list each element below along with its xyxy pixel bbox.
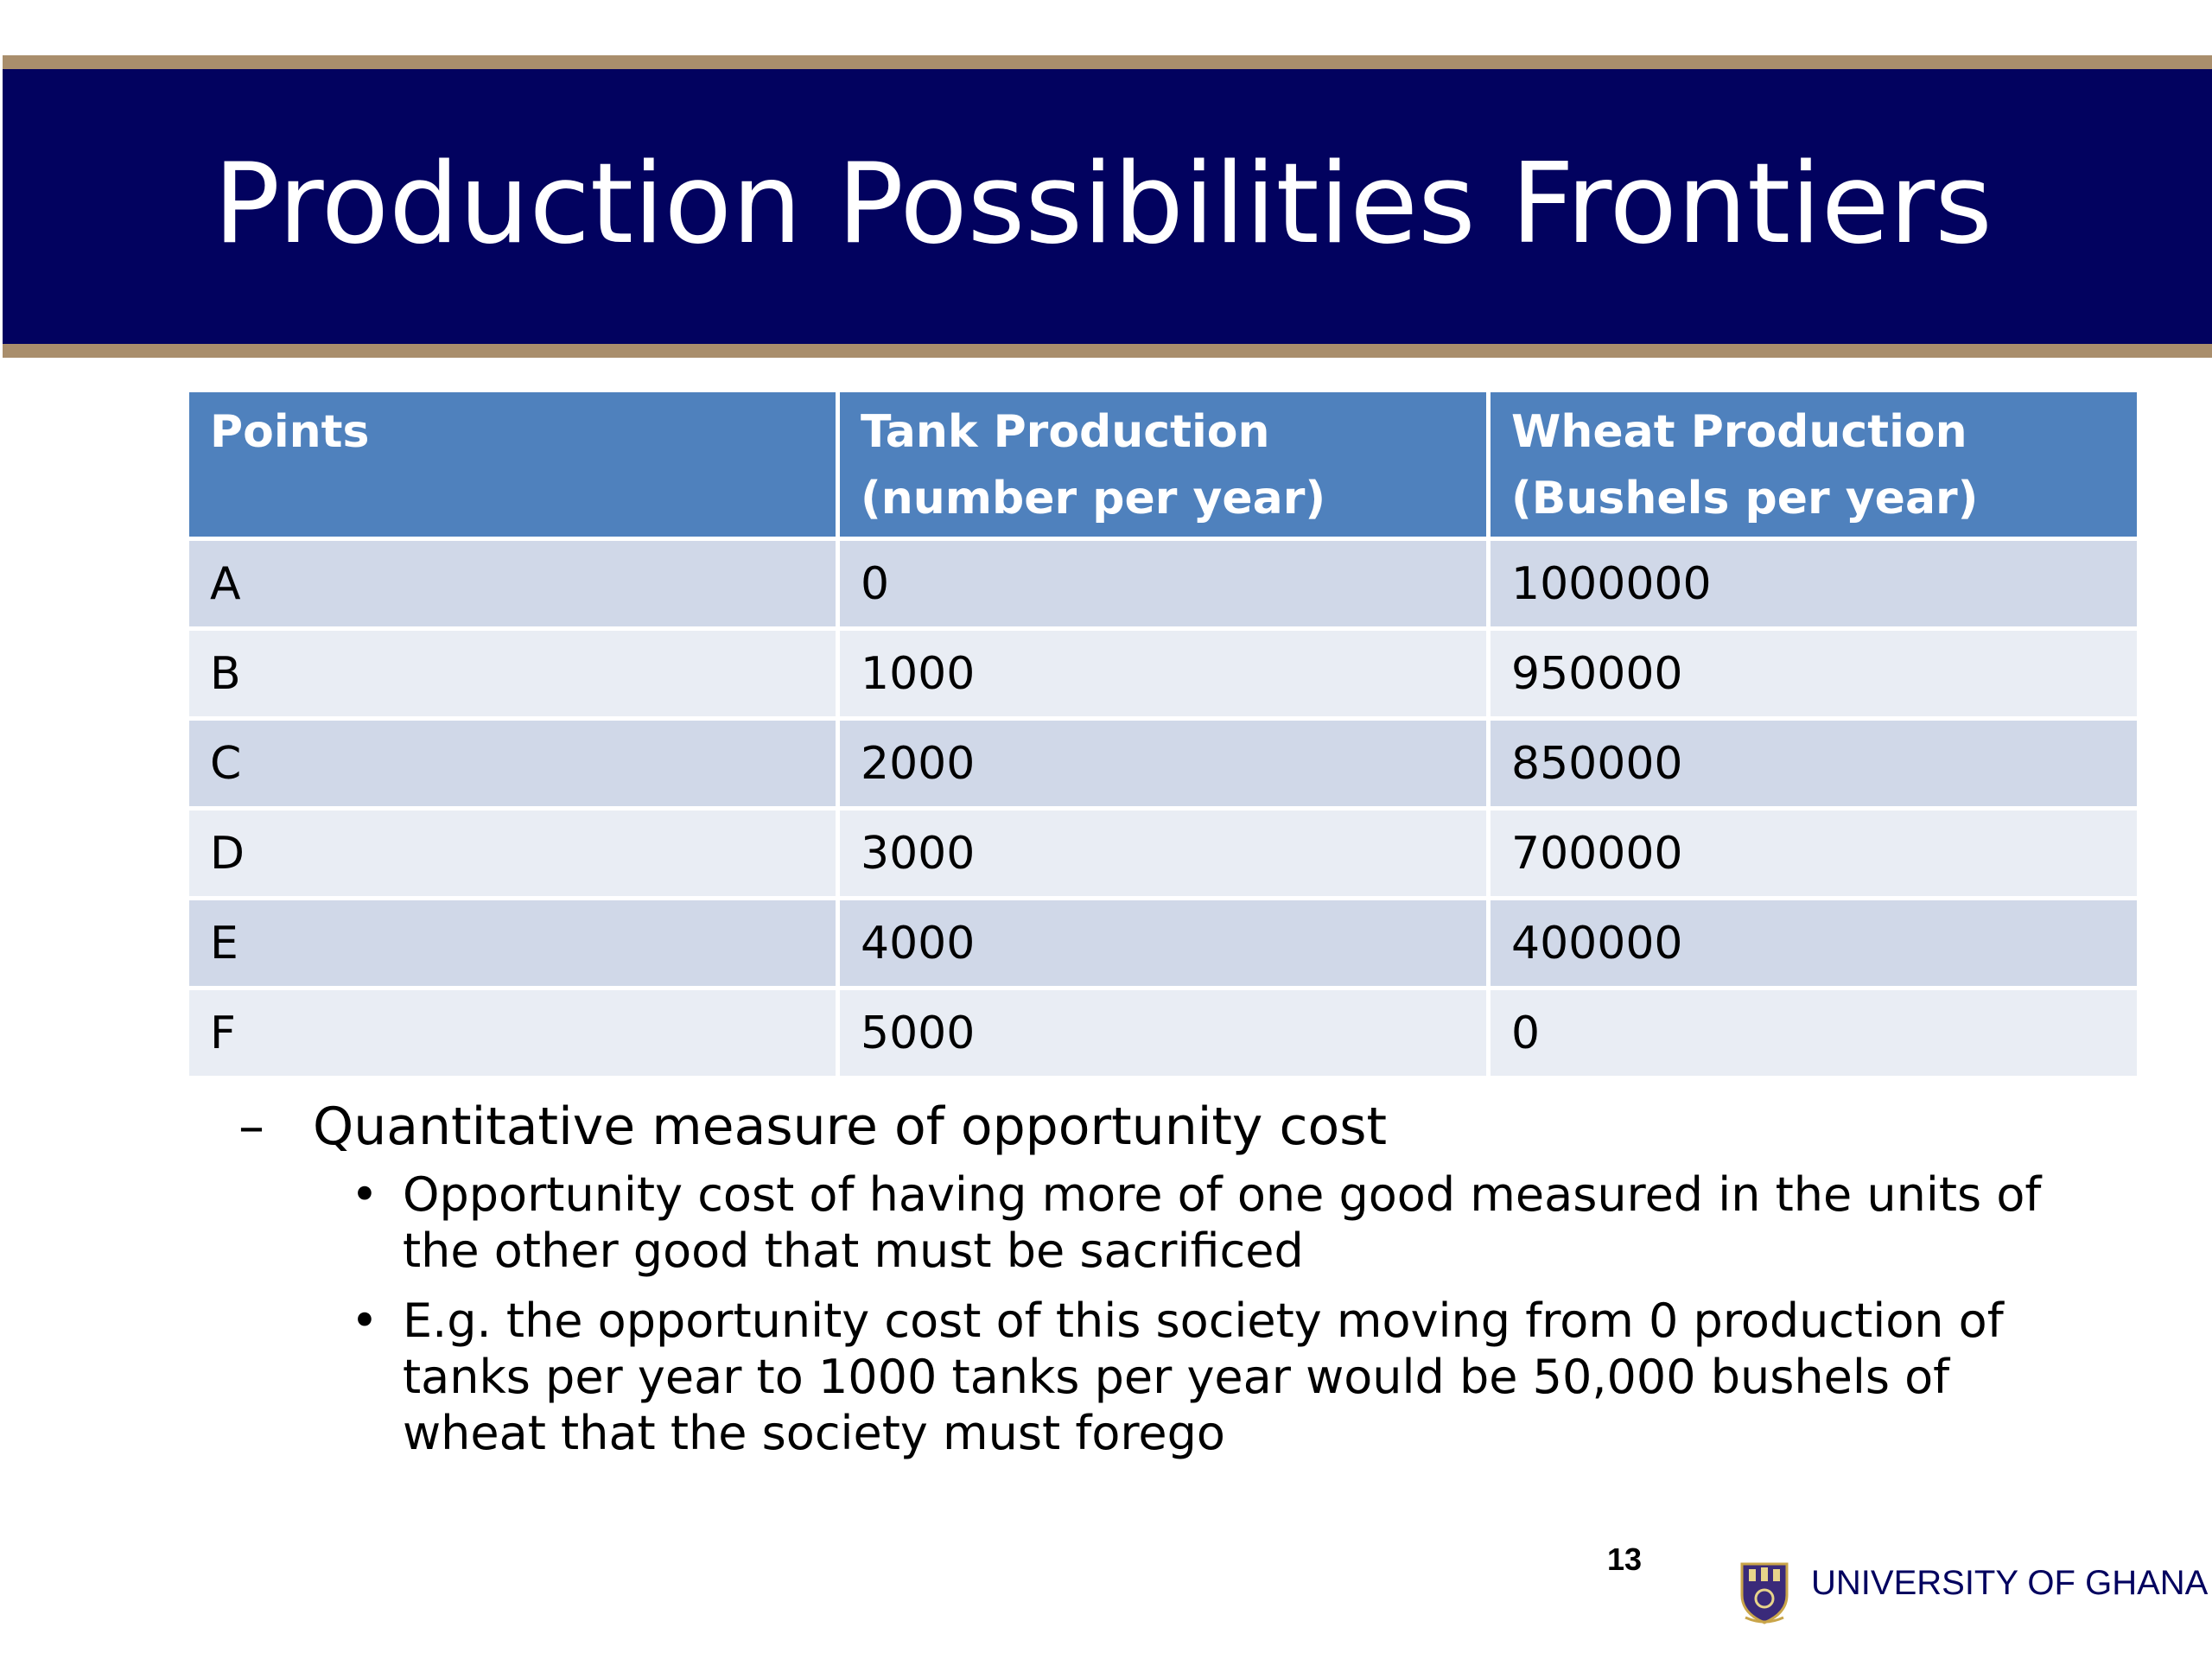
ppf-table-container: Points Tank Production (number per year)… [185, 388, 2141, 1080]
wheat-cell: 950000 [1486, 626, 2141, 721]
ppf-table: Points Tank Production (number per year)… [185, 388, 2141, 1080]
dash-marker: – [238, 1096, 264, 1157]
table-row: E 4000 400000 [185, 896, 2141, 990]
table-row: D 3000 700000 [185, 806, 2141, 900]
bullet-marker: • [351, 1167, 378, 1222]
wheat-cell: 1000000 [1486, 537, 2141, 631]
point-cell: A [185, 537, 840, 631]
table-row: F 5000 0 [185, 986, 2141, 1080]
tank-cell: 1000 [836, 626, 1491, 721]
university-crest-icon [1740, 1562, 1789, 1624]
point-cell: E [185, 896, 840, 990]
wheat-cell: 850000 [1486, 716, 2141, 810]
header-points: Points [185, 388, 840, 541]
wheat-cell: 400000 [1486, 896, 2141, 990]
tank-cell: 0 [836, 537, 1491, 631]
table-row: B 1000 950000 [185, 626, 2141, 721]
slide-title: Production Possibilities Frontiers [213, 140, 1993, 269]
bullet-list: – Quantitative measure of opportunity co… [238, 1090, 2096, 1461]
bullet-marker: • [351, 1294, 378, 1348]
table-header-row: Points Tank Production (number per year)… [185, 388, 2141, 541]
tank-cell: 4000 [836, 896, 1491, 990]
table-row: C 2000 850000 [185, 716, 2141, 810]
point-cell: B [185, 626, 840, 721]
university-name: UNIVERSITY OF GHANA [1811, 1564, 2209, 1602]
table-row: A 0 1000000 [185, 537, 2141, 631]
page-number: 13 [1607, 1541, 1643, 1577]
tank-cell: 2000 [836, 716, 1491, 810]
bullet-level2: • E.g. the opportunity cost of this soci… [351, 1293, 2096, 1461]
header-wheat-production: Wheat Production (Bushels per year) [1486, 388, 2141, 541]
header-tank-production: Tank Production (number per year) [836, 388, 1491, 541]
bullet-text: E.g. the opportunity cost of this societ… [403, 1294, 2004, 1460]
bullet-text: Quantitative measure of opportunity cost [313, 1096, 1387, 1157]
point-cell: D [185, 806, 840, 900]
tank-cell: 5000 [836, 986, 1491, 1080]
point-cell: F [185, 986, 840, 1080]
title-band: Production Possibilities Frontiers [3, 55, 2212, 358]
point-cell: C [185, 716, 840, 810]
tank-cell: 3000 [836, 806, 1491, 900]
wheat-cell: 0 [1486, 986, 2141, 1080]
wheat-cell: 700000 [1486, 806, 2141, 900]
bullet-level1: – Quantitative measure of opportunity co… [238, 1090, 2096, 1163]
bullet-level2: • Opportunity cost of having more of one… [351, 1166, 2096, 1279]
bullet-text: Opportunity cost of having more of one g… [403, 1167, 2042, 1278]
